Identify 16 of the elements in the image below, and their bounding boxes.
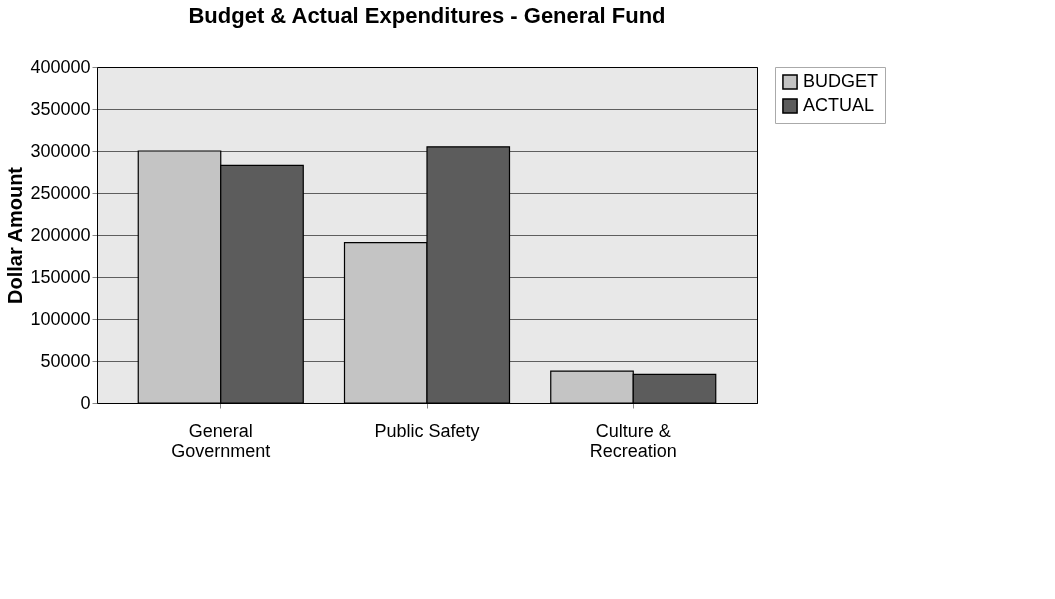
x-tick-label: Public Safety (374, 420, 480, 441)
y-tick-label: 250000 (30, 182, 91, 203)
y-axis-title: Dollar Amount (4, 166, 27, 305)
y-tick-label: 100000 (30, 308, 91, 329)
y-tick-label: 0 (80, 392, 91, 413)
legend-label: ACTUAL (803, 95, 875, 115)
y-tick-label: 50000 (40, 350, 91, 371)
y-tick-label: 400000 (30, 56, 91, 77)
x-tick-label: General Government (171, 420, 271, 461)
y-tick-label: 350000 (30, 98, 91, 119)
y-tick-label: 200000 (30, 224, 91, 245)
y-tick-label: 300000 (30, 140, 91, 161)
legend-label: BUDGET (803, 71, 879, 91)
x-tick-label: Culture & Recreation (589, 420, 677, 461)
chart-title: Budget & Actual Expenditures - General Fund (188, 3, 666, 28)
y-tick-label: 150000 (30, 266, 91, 287)
